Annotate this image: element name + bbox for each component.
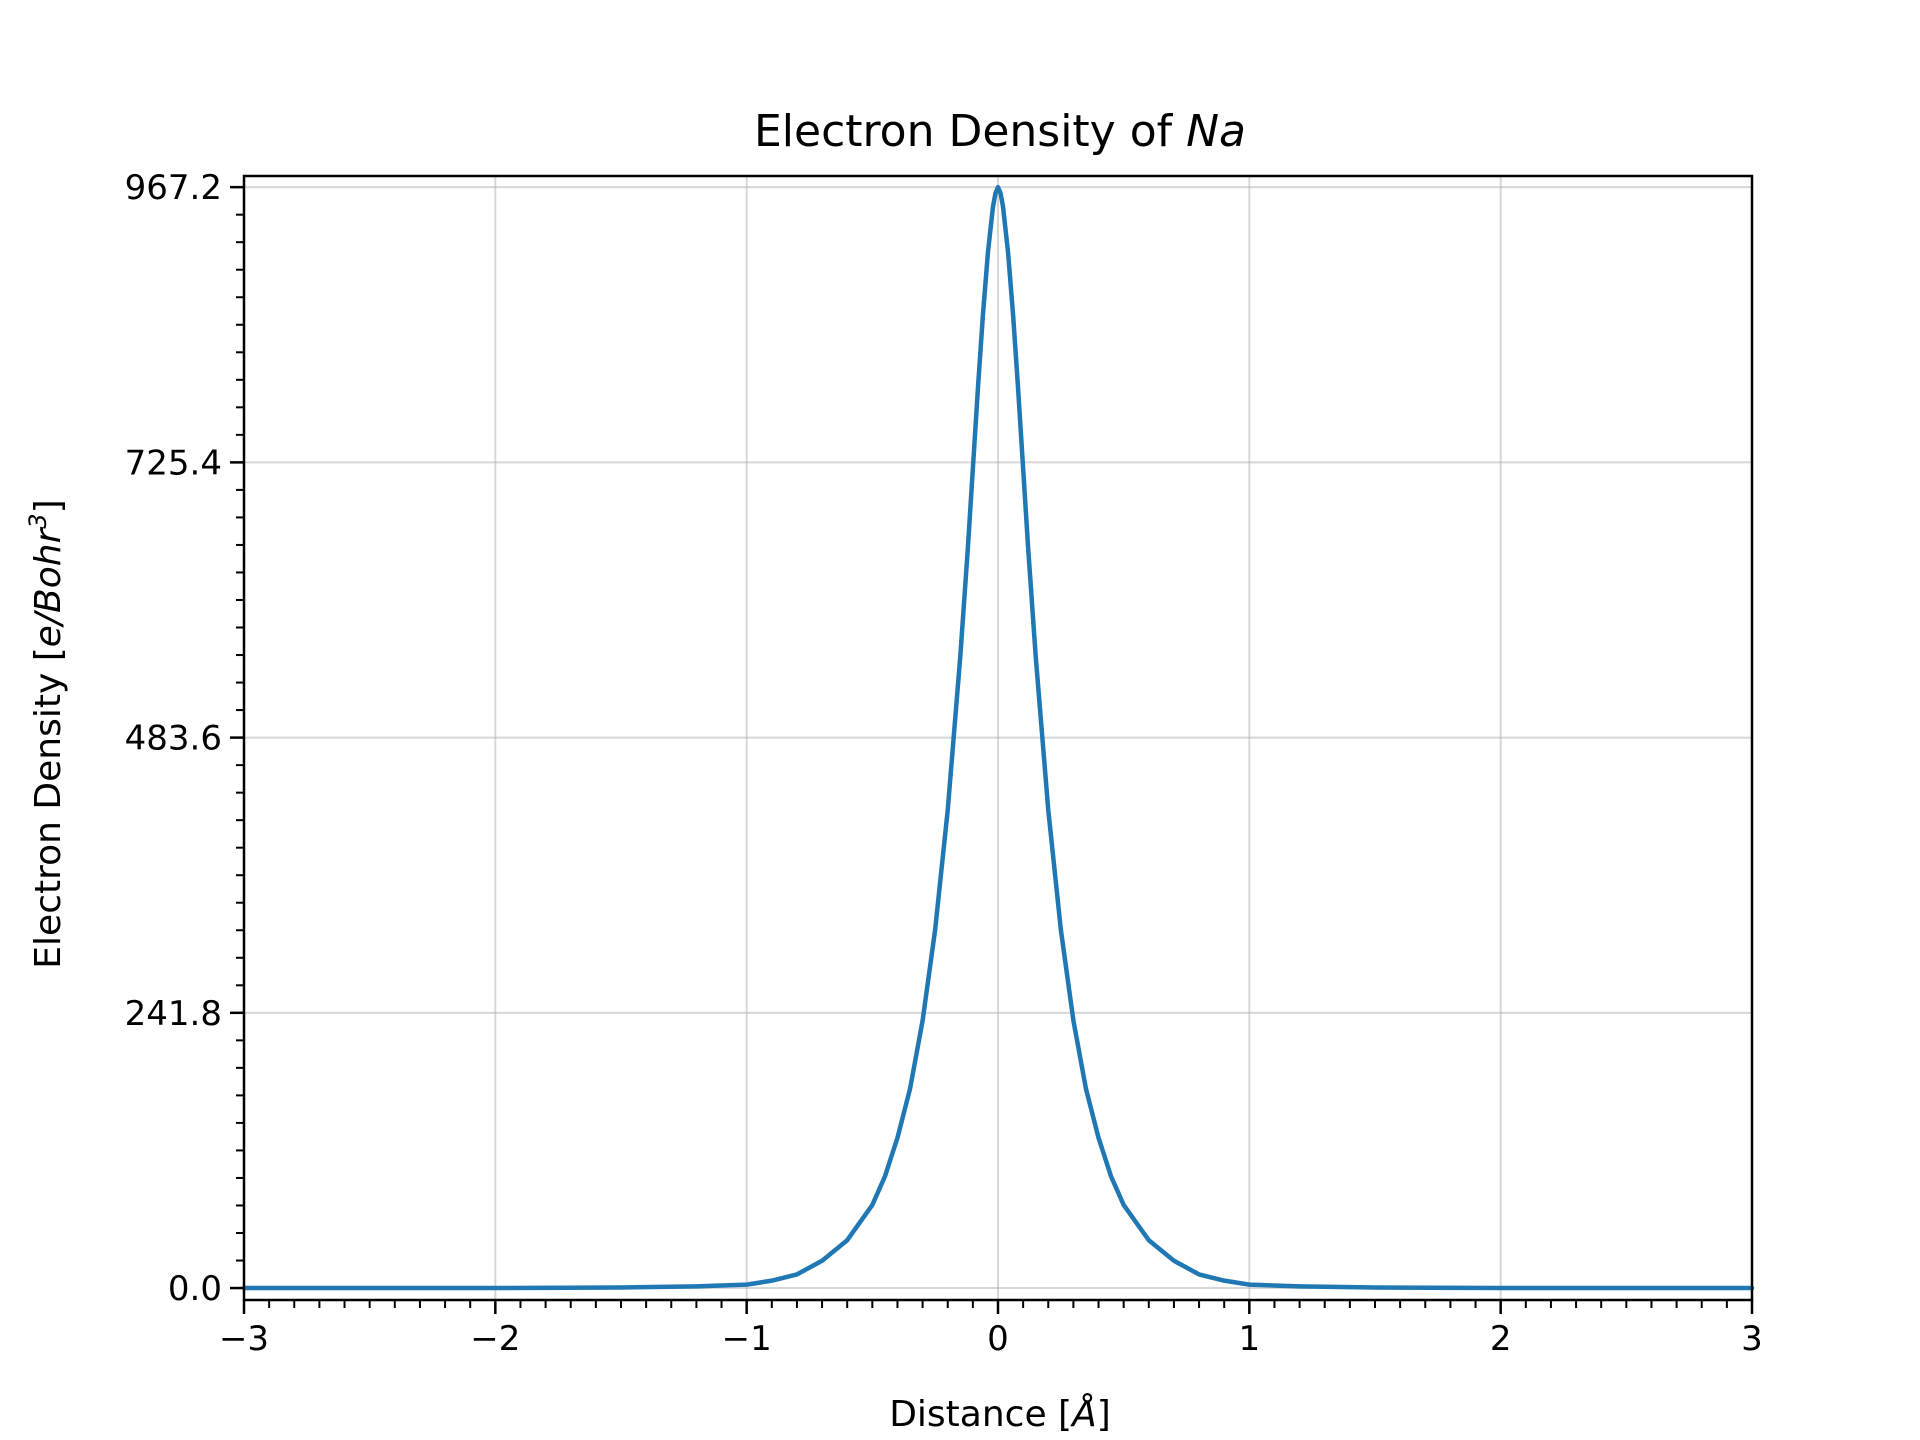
y-tick-label: 0.0	[168, 1269, 222, 1309]
chart-title-plain: Electron Density of	[754, 106, 1186, 157]
x-tick-label: −2	[470, 1319, 520, 1359]
x-axis-ticks: −3 −2 −1 0 1 2 3	[219, 1300, 1763, 1359]
y-axis-ticks: 0.0 241.8 483.6 725.4 967.2	[125, 168, 244, 1309]
y-axis-label-close: ]	[28, 499, 69, 513]
x-tick-label: 0	[987, 1319, 1009, 1359]
x-tick-label: −3	[219, 1319, 269, 1359]
x-axis-label-plain: Distance [	[889, 1394, 1072, 1435]
chart-title-italic: Na	[1186, 106, 1246, 157]
y-tick-label: 725.4	[125, 443, 222, 483]
y-axis-label-italic: e/Bohr	[28, 526, 69, 647]
y-axis-label: Electron Density [e/Bohr3]	[24, 499, 69, 968]
grid-lines	[243, 176, 1753, 1300]
chart-title: Electron Density of Na	[754, 106, 1246, 157]
y-axis-label-superscript: 3	[24, 513, 52, 528]
x-axis-label-italic: Å	[1070, 1392, 1097, 1435]
x-tick-label: 3	[1741, 1319, 1763, 1359]
plot-line-layer	[241, 184, 1755, 1291]
y-axis-label-plain: Electron Density [	[28, 647, 69, 968]
x-axis-label: Distance [Å]	[889, 1392, 1111, 1435]
y-tick-label: 483.6	[125, 719, 222, 759]
density-series-line-0	[241, 184, 1755, 1291]
x-tick-label: −1	[722, 1319, 772, 1359]
y-tick-label: 967.2	[125, 168, 222, 208]
x-axis-label-close: ]	[1097, 1394, 1111, 1435]
x-tick-label: 2	[1490, 1319, 1512, 1359]
x-tick-label: 1	[1239, 1319, 1261, 1359]
y-tick-label: 241.8	[125, 994, 222, 1034]
